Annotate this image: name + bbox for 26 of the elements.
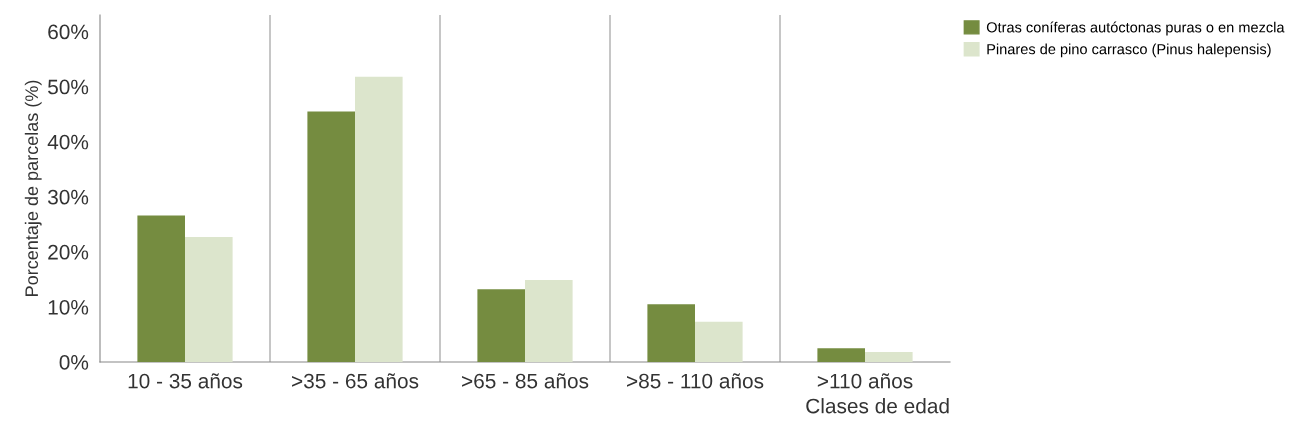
bar: [477, 289, 525, 362]
bar: [647, 304, 695, 362]
y-tick-label: 50%: [48, 79, 89, 95]
bar: [355, 76, 403, 362]
x-tick-label: >65 - 85 años: [462, 373, 589, 389]
x-tick-label: >110 años: [817, 373, 913, 389]
y-tick-label: 0%: [59, 355, 89, 370]
y-tick-label: 30%: [47, 189, 89, 205]
bar: [695, 321, 743, 362]
x-tick-label: 10 - 35 años: [128, 373, 243, 389]
bar: [137, 215, 185, 362]
y-tick-label: 40%: [47, 134, 89, 150]
bar: [865, 352, 913, 362]
x-axis-title: Clases de edad: [806, 398, 949, 414]
y-axis-title: Porcentaje de parcelas (%): [24, 80, 42, 296]
x-tick-label: >35 - 65 años: [292, 373, 419, 389]
y-tick-label: 20%: [48, 244, 89, 260]
x-tick-label: >85 - 110 años: [627, 373, 764, 389]
legend-label: Pinares de pino carrasco (Pinus halepensis): [987, 43, 1271, 58]
bar: [525, 279, 573, 362]
bar: [185, 236, 233, 362]
y-tick-label: 10%: [48, 299, 89, 315]
legend-label: Otras coníferas autóctonas puras o en mezcla: [986, 21, 1285, 36]
y-tick-label: 60%: [48, 24, 89, 40]
bar: [307, 111, 355, 362]
bar: [817, 348, 865, 362]
